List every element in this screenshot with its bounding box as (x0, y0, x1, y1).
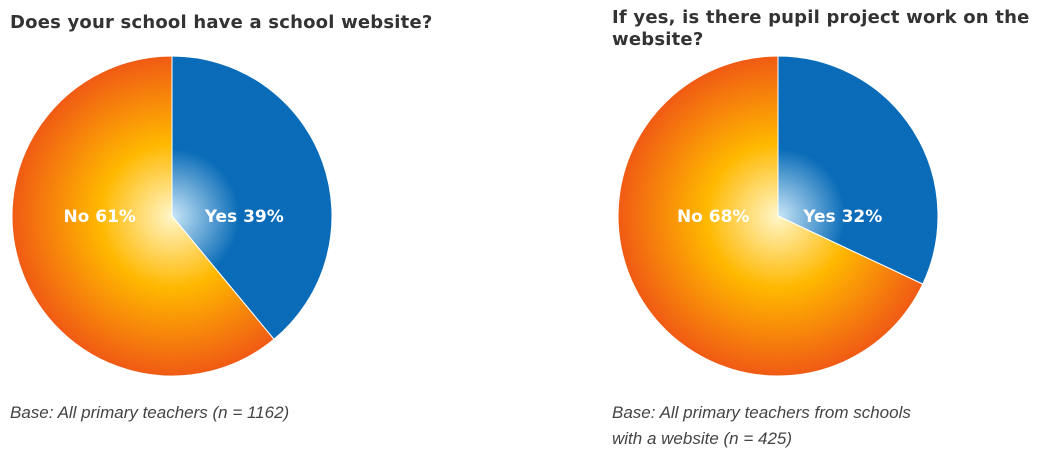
pie-label-yes: Yes 32% (802, 207, 882, 227)
pie-slice-no (11, 55, 275, 377)
base-note-line-2: with a website (n = 425) (612, 429, 793, 448)
chart-panel-pupil-work: If yes, is there pupil project work on t… (600, 0, 1041, 458)
pie-label-no: No 61% (63, 207, 136, 227)
pie-chart-pupil-work: Yes 32% No 68% (617, 55, 939, 377)
chart-title: If yes, is there pupil project work on t… (612, 7, 1030, 50)
pie-chart-website: Yes 39% No 61% (11, 55, 333, 377)
base-note-line-1: Base: All primary teachers from schools (612, 403, 911, 422)
chart-title: Does your school have a school website? (10, 12, 433, 33)
pie-label-no: No 68% (677, 207, 750, 227)
base-note: Base: All primary teachers from schools … (612, 400, 972, 452)
base-note: Base: All primary teachers (n = 1162) (10, 403, 290, 422)
pie-slice-no (617, 55, 924, 377)
pie-slice-yes (777, 55, 939, 285)
pie-label-yes: Yes 39% (204, 207, 284, 227)
chart-panel-website: Does your school have a school website? … (10, 12, 433, 422)
pie-slice-yes (171, 55, 333, 340)
